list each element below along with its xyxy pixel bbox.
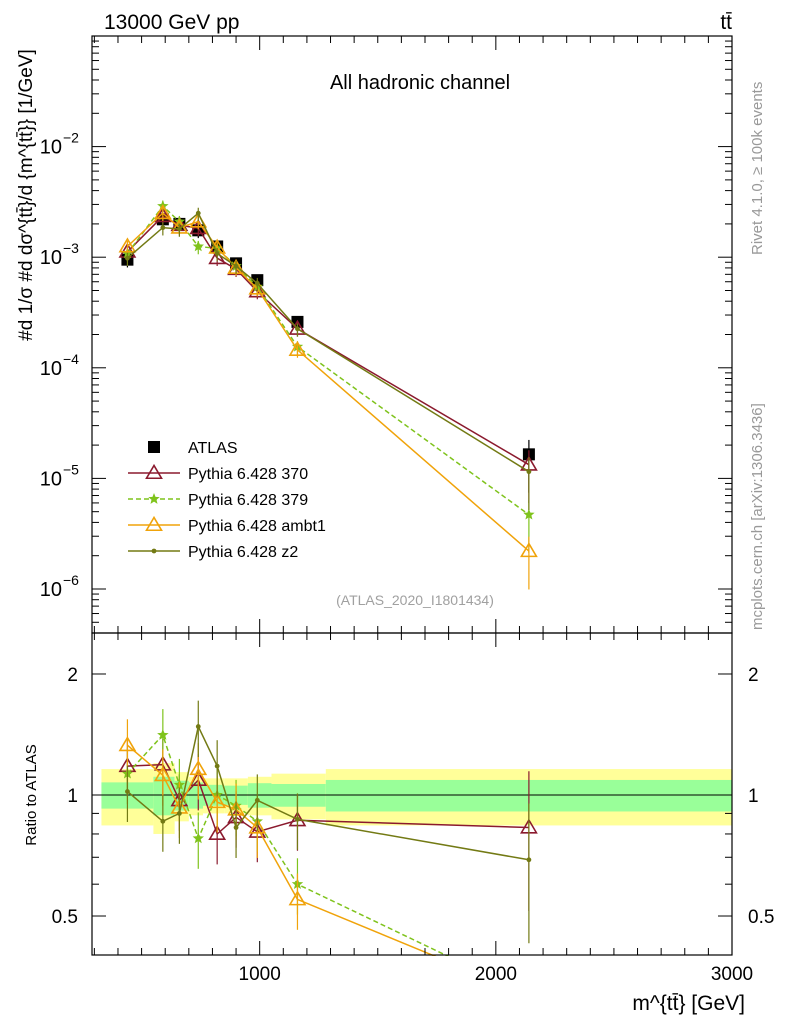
- series-line-pythia-6-428-370: [126, 215, 530, 466]
- legend: ATLAS Pythia 6.428 370 Pythia 6.428 379 Pyt…: [128, 440, 326, 561]
- data-point: [288, 340, 307, 356]
- data-point: [520, 542, 538, 558]
- series-pythia-6-428-ambt1: [118, 204, 538, 590]
- ratio-point: [208, 793, 227, 809]
- main-y-axis-label: #d 1/σ #d dσ^{tt̄}/d {m^{tt̄}} [1/GeV]: [16, 49, 37, 341]
- y-tick-label: 10: [40, 247, 62, 269]
- data-point: [160, 225, 166, 231]
- ratio-y-tick-label: 0.5: [52, 907, 78, 928]
- y-tick-exponent: −6: [63, 572, 79, 588]
- rivet-version-label: Rivet 4.1.0, ≥ 100k events: [749, 82, 766, 255]
- ratio-point: [195, 724, 201, 729]
- x-axis-label: m^{tt̄} [GeV]: [632, 992, 745, 1015]
- channel-title: All hadronic channel: [330, 72, 510, 94]
- legend-marker: [148, 441, 160, 453]
- x-tick-label: 2000: [475, 964, 517, 985]
- data-point: [153, 207, 172, 223]
- y-tick-label: 10: [40, 579, 62, 601]
- series-pythia-6-428-370: [118, 207, 538, 504]
- legend-label: Pythia 6.428 ambt1: [188, 518, 326, 535]
- ratio-point: [288, 890, 307, 906]
- ratio-point: [233, 825, 239, 830]
- ratio-y-tick-label-right: 1: [748, 786, 759, 807]
- legend-entry-pythia-6-428-370: Pythia 6.428 370: [128, 463, 308, 483]
- legend-entry-pythia-6-428-z2: Pythia 6.428 z2: [128, 544, 298, 561]
- ratio-series-pythia-6-428-ambt1: [118, 719, 530, 996]
- data-point: [192, 240, 204, 252]
- legend-entry-pythia-6-428-379: Pythia 6.428 379: [128, 492, 308, 509]
- ratio-y-tick-label: 2: [67, 665, 78, 686]
- process-label: tt̄: [720, 11, 732, 34]
- ratio-point: [192, 832, 204, 844]
- series-line-pythia-6-428-z2: [126, 212, 530, 473]
- ratio-point: [176, 810, 182, 816]
- ratio-point: [248, 818, 267, 834]
- svg-text:#d 1/σ #d dσ^{tt̄}/d {m^{tt̄}}: #d 1/σ #d dσ^{tt̄}/d {m^{tt̄}} [1/GeV]: [16, 49, 37, 341]
- y-tick-exponent: −5: [63, 461, 79, 477]
- data-point: [295, 326, 300, 332]
- ratio-y-tick-label: 1: [67, 786, 78, 807]
- mcplots-label: mcplots.cern.ch [arXiv:1306.3436]: [749, 403, 766, 630]
- x-tick-label: 3000: [711, 964, 753, 985]
- y-tick-label: 10: [40, 137, 62, 159]
- ratio-point: [118, 736, 137, 752]
- data-point: [153, 204, 172, 220]
- legend-marker: [148, 493, 160, 504]
- data-point: [523, 508, 535, 520]
- legend-label: ATLAS: [188, 440, 238, 457]
- legend-entry-pythia-6-428-ambt1: Pythia 6.428 ambt1: [128, 515, 326, 535]
- series-pythia-6-428-z2: [125, 207, 532, 511]
- ratio-y-tick-label-right: 2: [748, 665, 759, 686]
- data-point: [233, 263, 239, 269]
- data-point: [254, 280, 260, 286]
- ratio-point: [189, 760, 208, 776]
- ratio-point: [214, 763, 220, 769]
- y-tick-label: 10: [40, 358, 62, 380]
- ratio-series-pythia-6-428-379: [121, 709, 530, 996]
- legend-marker: [145, 515, 163, 532]
- ratio-point: [153, 766, 172, 782]
- ratio-point: [125, 789, 130, 794]
- data-point: [176, 226, 182, 232]
- legend-label: Pythia 6.428 370: [188, 466, 308, 483]
- data-point: [526, 469, 532, 475]
- y-tick-exponent: −3: [63, 240, 79, 256]
- main-plot-content: [118, 200, 538, 590]
- ratio-y-tick-label-right: 0.5: [748, 907, 774, 928]
- analysis-id: (ATLAS_2020_I1801434): [336, 592, 494, 608]
- ratio-point: [208, 824, 227, 841]
- x-tick-label: 1000: [239, 964, 281, 985]
- data-point: [214, 251, 220, 256]
- data-point: [195, 210, 201, 216]
- data-point: [208, 249, 227, 265]
- ratio-point: [157, 729, 169, 740]
- y-tick-label: 10: [40, 468, 62, 490]
- data-point: [248, 282, 267, 298]
- legend-entry-atlas: ATLAS: [148, 440, 238, 457]
- y-tick-exponent: −4: [63, 351, 79, 367]
- ratio-plot-content: [118, 700, 538, 996]
- ratio-series-pythia-6-428-z2: [125, 700, 532, 944]
- ratio-point: [295, 816, 300, 822]
- ratio-frame: [91, 632, 733, 956]
- legend-label: Pythia 6.428 z2: [188, 544, 298, 561]
- legend-marker: [151, 548, 157, 554]
- ratio-y-axis-label: Ratio to ATLAS: [23, 744, 40, 845]
- below-plot-mask: [0, 956, 786, 1024]
- ratio-point: [254, 797, 260, 803]
- legend-label: Pythia 6.428 379: [188, 492, 308, 509]
- energy-label: 13000 GeV pp: [104, 11, 239, 34]
- y-tick-exponent: −2: [63, 130, 79, 146]
- data-point: [125, 255, 130, 261]
- legend-marker: [145, 463, 163, 480]
- series-atlas: [121, 213, 535, 493]
- data-point: [118, 237, 137, 253]
- ratio-point: [160, 818, 166, 824]
- ratio-point: [526, 857, 532, 863]
